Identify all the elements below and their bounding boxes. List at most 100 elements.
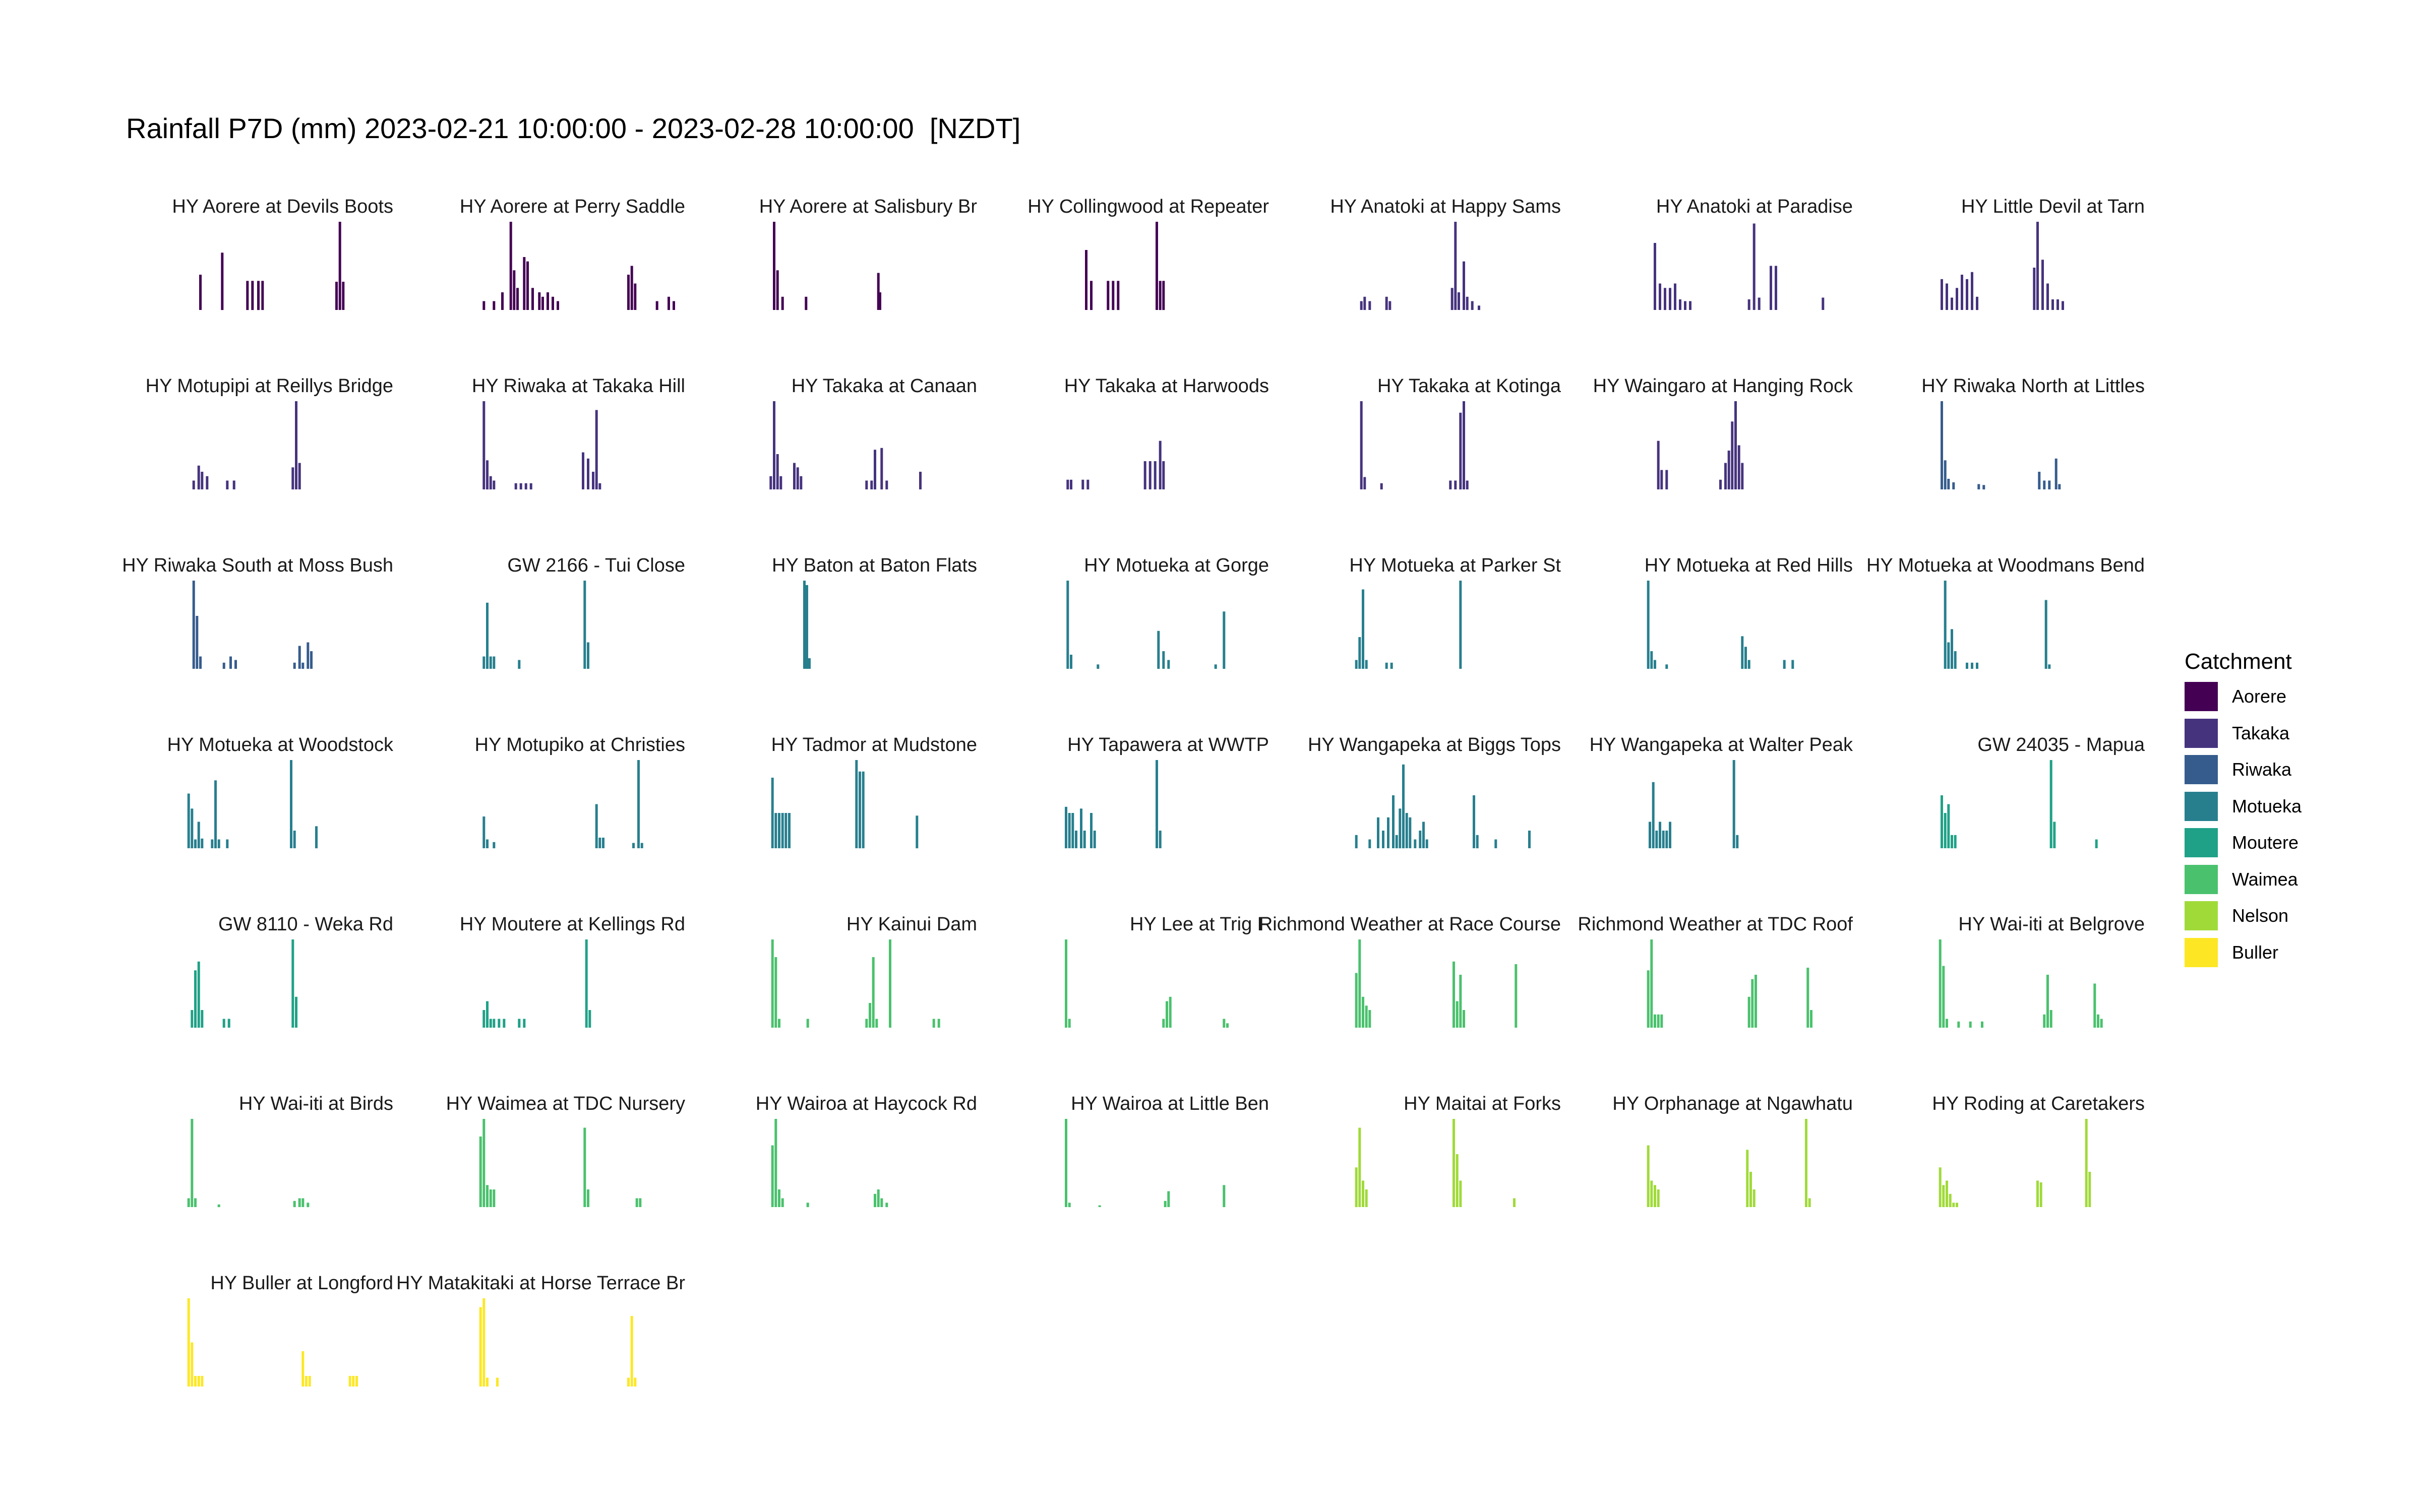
- rain-bar: [2048, 480, 2051, 489]
- facet-panel: Richmond Weather at Race Course: [1259, 912, 1561, 1081]
- rain-bar: [261, 281, 264, 310]
- rain-bar: [486, 1185, 489, 1208]
- facet-panel: HY Roding at Caretakers: [1862, 1091, 2145, 1260]
- rain-bar: [1951, 297, 1953, 310]
- facet-plot: [1065, 939, 1229, 1028]
- rain-bar: [1949, 1193, 1952, 1208]
- rain-bar: [227, 1019, 230, 1028]
- rain-bar: [197, 961, 200, 1028]
- rain-bar: [588, 1010, 591, 1028]
- rain-bar: [489, 476, 492, 490]
- rain-bar: [1456, 1154, 1459, 1207]
- rain-bar: [1976, 662, 1978, 669]
- rain-bar: [496, 1377, 499, 1387]
- rain-bar: [1355, 1167, 1358, 1208]
- rain-bar: [1395, 835, 1398, 849]
- rain-bar: [583, 1127, 586, 1207]
- rain-bar: [2051, 299, 2054, 310]
- rain-bar: [1068, 813, 1071, 848]
- rain-bar: [1459, 412, 1462, 490]
- facet-title: HY Motupipi at Reillys Bridge: [145, 375, 393, 397]
- facet-title: HY Motupiko at Christies: [474, 734, 685, 755]
- rain-bar: [1399, 808, 1402, 849]
- rain-bar: [1654, 243, 1656, 310]
- rain-bar: [1655, 831, 1658, 848]
- rain-bar: [503, 1019, 506, 1028]
- rain-bar: [1159, 831, 1162, 848]
- rain-bar: [2097, 1014, 2099, 1028]
- rain-bar: [778, 813, 780, 848]
- rain-bar: [1459, 975, 1462, 1028]
- rain-bar: [1977, 484, 1980, 489]
- rain-bar: [1223, 611, 1226, 669]
- legend-label: Motueka: [2232, 795, 2302, 816]
- facet-plot: [199, 222, 345, 310]
- facet-plot: [1355, 764, 1531, 849]
- rain-bar: [1659, 283, 1661, 310]
- facet-panel: HY Maitai at Forks: [1279, 1091, 1561, 1260]
- facet-plot: [479, 1298, 637, 1387]
- rain-bar: [1154, 461, 1157, 489]
- rain-bar: [1806, 968, 1809, 1028]
- rain-bar: [482, 1010, 486, 1028]
- rain-bar: [479, 1307, 482, 1387]
- rain-bar: [489, 656, 492, 669]
- rain-bar: [1075, 831, 1077, 848]
- rain-bar: [482, 1119, 486, 1207]
- rain-bar: [598, 483, 601, 490]
- facet-panel: HY Wairoa at Haycock Rd: [695, 1091, 977, 1260]
- rain-bar: [1360, 301, 1363, 310]
- rain-bar: [1450, 288, 1454, 310]
- rain-bar: [518, 660, 521, 669]
- rain-bar: [2038, 472, 2041, 489]
- rain-bar: [1476, 835, 1479, 849]
- rain-bar: [2085, 1119, 2088, 1207]
- rain-bar: [1719, 479, 1722, 490]
- rain-bar: [310, 651, 313, 669]
- rain-bar: [598, 838, 601, 848]
- rain-bar: [1214, 664, 1217, 669]
- rain-bar: [1093, 831, 1096, 848]
- legend-item: Motueka: [2185, 788, 2302, 825]
- facet-panel: HY Anatoki at Happy Sams: [1279, 194, 1561, 363]
- rain-bar: [1355, 835, 1358, 849]
- facet-title: HY Motueka at Woodmans Bend: [1866, 555, 2145, 576]
- rain-bar: [1425, 839, 1428, 848]
- rain-bar: [1097, 664, 1100, 669]
- rain-bar: [1167, 660, 1170, 669]
- rain-bar: [1368, 839, 1371, 848]
- legend-items: Aorere Takaka Riwaka Motueka Moutere Waimea Ne…: [2185, 678, 2302, 971]
- legend-item: Waimea: [2185, 861, 2302, 898]
- rain-bar: [781, 813, 784, 848]
- rain-bar: [1669, 288, 1671, 310]
- rain-bar: [1822, 297, 1825, 310]
- rain-bar: [1405, 813, 1408, 848]
- facet-plot: [771, 760, 919, 849]
- rain-bar: [516, 288, 519, 310]
- rain-bar: [582, 452, 584, 489]
- rain-bar: [774, 957, 777, 1028]
- rain-bar: [877, 1189, 880, 1207]
- rain-bar: [1654, 1185, 1656, 1208]
- rain-bar: [301, 1351, 305, 1387]
- rain-bar: [587, 1189, 589, 1207]
- rain-bar: [1971, 272, 1973, 310]
- rain-bar: [865, 1019, 868, 1028]
- legend-item: Riwaka: [2185, 751, 2302, 788]
- rain-bar: [2036, 222, 2039, 310]
- facet-plot: [1939, 939, 2103, 1028]
- rain-bar: [805, 296, 808, 310]
- rain-bar: [1944, 460, 1947, 490]
- legend-key: [2185, 755, 2218, 785]
- facet-title: HY Wairoa at Haycock Rd: [755, 1093, 977, 1114]
- rain-bar: [1473, 795, 1475, 848]
- facet-title: HY Little Devil at Tarn: [1961, 196, 2145, 217]
- rain-bar: [855, 760, 858, 848]
- facet-title: GW 8110 - Weka Rd: [218, 914, 393, 935]
- rain-bar: [290, 760, 292, 848]
- rain-bar: [2036, 1180, 2039, 1207]
- rain-bar: [1647, 581, 1650, 669]
- rain-bar: [513, 270, 516, 310]
- rain-bar: [232, 480, 235, 489]
